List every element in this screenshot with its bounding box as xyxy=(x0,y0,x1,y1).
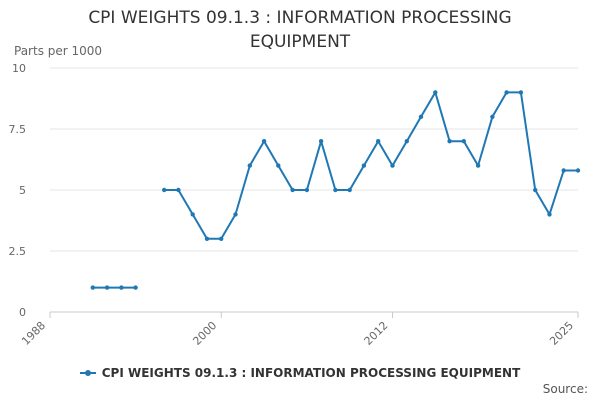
data-point[interactable] xyxy=(162,187,167,193)
data-point[interactable] xyxy=(204,236,210,241)
x-tick-label: 2000 xyxy=(190,319,219,348)
legend-marker xyxy=(79,368,96,378)
chart-title-line-2: EQUIPMENT xyxy=(249,32,351,52)
data-point[interactable] xyxy=(575,168,581,173)
data-point[interactable] xyxy=(433,90,438,95)
data-point[interactable] xyxy=(461,139,466,144)
data-point[interactable] xyxy=(504,90,509,95)
data-point[interactable] xyxy=(561,168,566,173)
y-axis-label: Parts per 1000 xyxy=(14,44,103,58)
data-point[interactable] xyxy=(490,114,495,120)
data-point[interactable] xyxy=(347,187,352,193)
data-point[interactable] xyxy=(361,163,367,168)
data-point[interactable] xyxy=(318,139,324,144)
series-layer xyxy=(90,90,581,290)
chart-title: CPI WEIGHTS 09.1.3 : INFORMATION PROCESS… xyxy=(40,6,560,54)
series-line xyxy=(163,91,579,240)
data-point[interactable] xyxy=(333,187,338,193)
y-tick-label: 7.5 xyxy=(9,123,27,136)
chart-title-line-1: CPI WEIGHTS 09.1.3 : INFORMATION PROCESS… xyxy=(88,8,512,28)
data-point[interactable] xyxy=(390,163,395,168)
data-point[interactable] xyxy=(176,187,181,193)
y-tick-label: 2.5 xyxy=(9,245,27,258)
data-point[interactable] xyxy=(404,139,409,144)
x-tick-label: 2012 xyxy=(362,319,391,348)
data-point[interactable] xyxy=(133,285,138,290)
data-point[interactable] xyxy=(90,285,96,290)
data-point[interactable] xyxy=(247,163,252,168)
data-point[interactable] xyxy=(376,139,381,144)
source-label: Source: xyxy=(542,382,588,396)
data-point[interactable] xyxy=(290,187,295,193)
data-point[interactable] xyxy=(533,187,538,193)
data-point[interactable] xyxy=(518,90,524,95)
data-point[interactable] xyxy=(119,285,124,290)
data-point[interactable] xyxy=(547,212,552,217)
legend[interactable]: CPI WEIGHTS 09.1.3 : INFORMATION PROCESS… xyxy=(0,366,600,381)
data-point[interactable] xyxy=(475,163,481,168)
data-point[interactable] xyxy=(304,187,310,193)
data-point[interactable] xyxy=(418,114,424,120)
y-axis: 0 2.5 5 7.5 10 xyxy=(9,62,27,319)
x-tick-label: 1988 xyxy=(19,319,48,348)
y-tick-label: 5 xyxy=(19,184,26,197)
data-point[interactable] xyxy=(276,163,281,168)
y-tick-label: 0 xyxy=(19,306,26,319)
x-axis-ticks: 1988 2000 2012 2025 xyxy=(19,312,579,348)
gridlines xyxy=(50,67,578,252)
data-point[interactable] xyxy=(261,139,267,144)
data-point[interactable] xyxy=(447,139,452,144)
legend-label: CPI WEIGHTS 09.1.3 : INFORMATION PROCESS… xyxy=(101,366,521,380)
data-point[interactable] xyxy=(219,236,224,241)
data-point[interactable] xyxy=(233,212,238,217)
x-tick-label: 2025 xyxy=(547,319,576,348)
data-point[interactable] xyxy=(190,212,195,217)
y-tick-label: 10 xyxy=(12,62,26,75)
data-point[interactable] xyxy=(104,285,110,290)
